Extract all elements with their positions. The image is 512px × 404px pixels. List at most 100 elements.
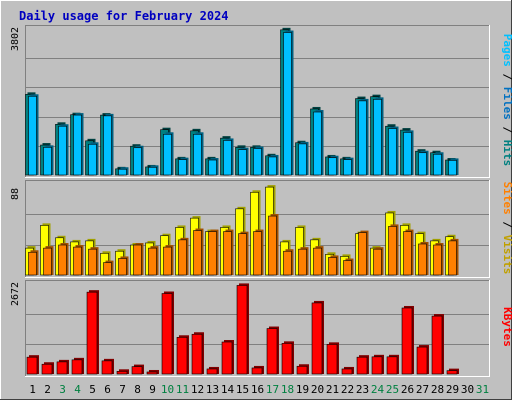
files-bar [133,147,142,176]
x-tick-label: 27 [416,383,429,396]
x-tick-label: 6 [104,383,111,396]
kbytes-bar [116,371,128,375]
x-tick-label: 23 [356,383,369,396]
files-bar [403,132,412,176]
x-tick-label: 14 [221,383,235,396]
y-max-label-hits: 3802 [10,27,21,51]
kbytes-bar [161,293,173,375]
files-bar [343,159,352,176]
sites-bar [253,231,262,276]
x-tick-label: 13 [206,383,219,396]
files-bar [28,95,37,176]
files-bar [373,99,382,176]
files-bar [313,111,322,176]
sites-bar [193,230,202,276]
kbytes-bar [131,366,143,375]
files-bar [253,148,262,176]
x-tick-label: 7 [119,383,126,396]
sites-bar [268,215,277,276]
files-bar [298,143,307,176]
x-tick-label: 17 [266,383,279,396]
x-axis-labels: 1 2 3 4 5 6 7 8 9 10 11 12 13 14 15 16 17 18 19 20 21 22 23 24 2… [29,383,489,396]
legend-sep-1: / [501,67,512,87]
sites-bar [358,232,367,276]
sites-bar [118,258,127,276]
legend-hits: Hits [501,140,512,167]
files-bar [223,140,232,176]
sites-bar [388,226,397,276]
files-bar [163,133,172,176]
x-tick-label: 4 [74,383,81,396]
sites-bar [328,257,337,276]
sites-bar [208,231,217,276]
files-bar [388,128,397,176]
sites-bar [433,244,442,276]
sites-bar [88,248,97,276]
kbytes-bar [71,359,83,375]
legend-visits-panel: Sites / Visits [501,182,512,275]
kbytes-bar [176,336,188,375]
kbytes-bar [146,371,158,375]
sites-bar [28,251,37,276]
files-bar [283,32,292,176]
kbytes-bar [86,291,98,375]
legend-hits-panel: Pages / Files / Hits [501,34,512,167]
legend-pages: Pages [501,34,512,67]
y-max-label-visits: 88 [10,188,21,200]
files-bar [43,147,52,176]
kbytes-bar [341,368,353,375]
kbytes-bar [221,341,233,375]
kbytes-bar [356,356,368,375]
sites-bar [103,262,112,276]
kbytes-bar [251,367,263,375]
x-tick-label: 19 [296,383,309,396]
files-bar [208,159,217,176]
x-tick-label: 5 [89,383,96,396]
x-tick-label: 3 [59,383,66,396]
files-bar [418,152,427,176]
files-bar [148,167,157,176]
legend-kbytes: KBytes [501,307,512,347]
y-max-label-kbytes: 2672 [10,282,21,306]
sites-bar [163,246,172,276]
x-tick-label: 8 [134,383,141,396]
kbytes-bar [101,360,113,375]
legend-sites: Sites [501,182,512,215]
kbytes-bar [326,344,338,375]
kbytes-bar [191,333,203,375]
x-tick-label: 2 [44,383,51,396]
panel-hits: 3802 [10,25,490,178]
x-tick-label: 30 [461,383,474,396]
x-tick-label: 24 [371,383,385,396]
files-bar [118,168,127,176]
kbytes-bar [401,307,413,375]
sites-bar [298,248,307,276]
sites-bar [178,239,187,276]
x-tick-label: 29 [446,383,459,396]
files-bar [238,149,247,176]
sites-bar [73,246,82,276]
kbytes-bar [281,343,293,375]
sites-bar [448,240,457,276]
legend-sep-3: / [501,215,512,235]
x-tick-label: 16 [251,383,264,396]
files-bar [268,156,277,176]
files-bar [73,114,82,176]
sites-bar [148,247,157,276]
kbytes-bar [416,346,428,375]
x-tick-label: 1 [29,383,36,396]
kbytes-bar [56,361,68,375]
files-bar [193,133,202,176]
sites-bar [43,247,52,276]
kbytes-bar [386,356,398,375]
chart-title: Daily usage for February 2024 [19,9,229,23]
files-bar [178,159,187,176]
sites-bar [343,260,352,276]
sites-bar [313,247,322,276]
x-tick-label: 9 [149,383,156,396]
sites-bar [133,244,142,276]
sites-bar [403,231,412,276]
svg-text:Sites / Visits: Sites / Visits [501,182,512,275]
